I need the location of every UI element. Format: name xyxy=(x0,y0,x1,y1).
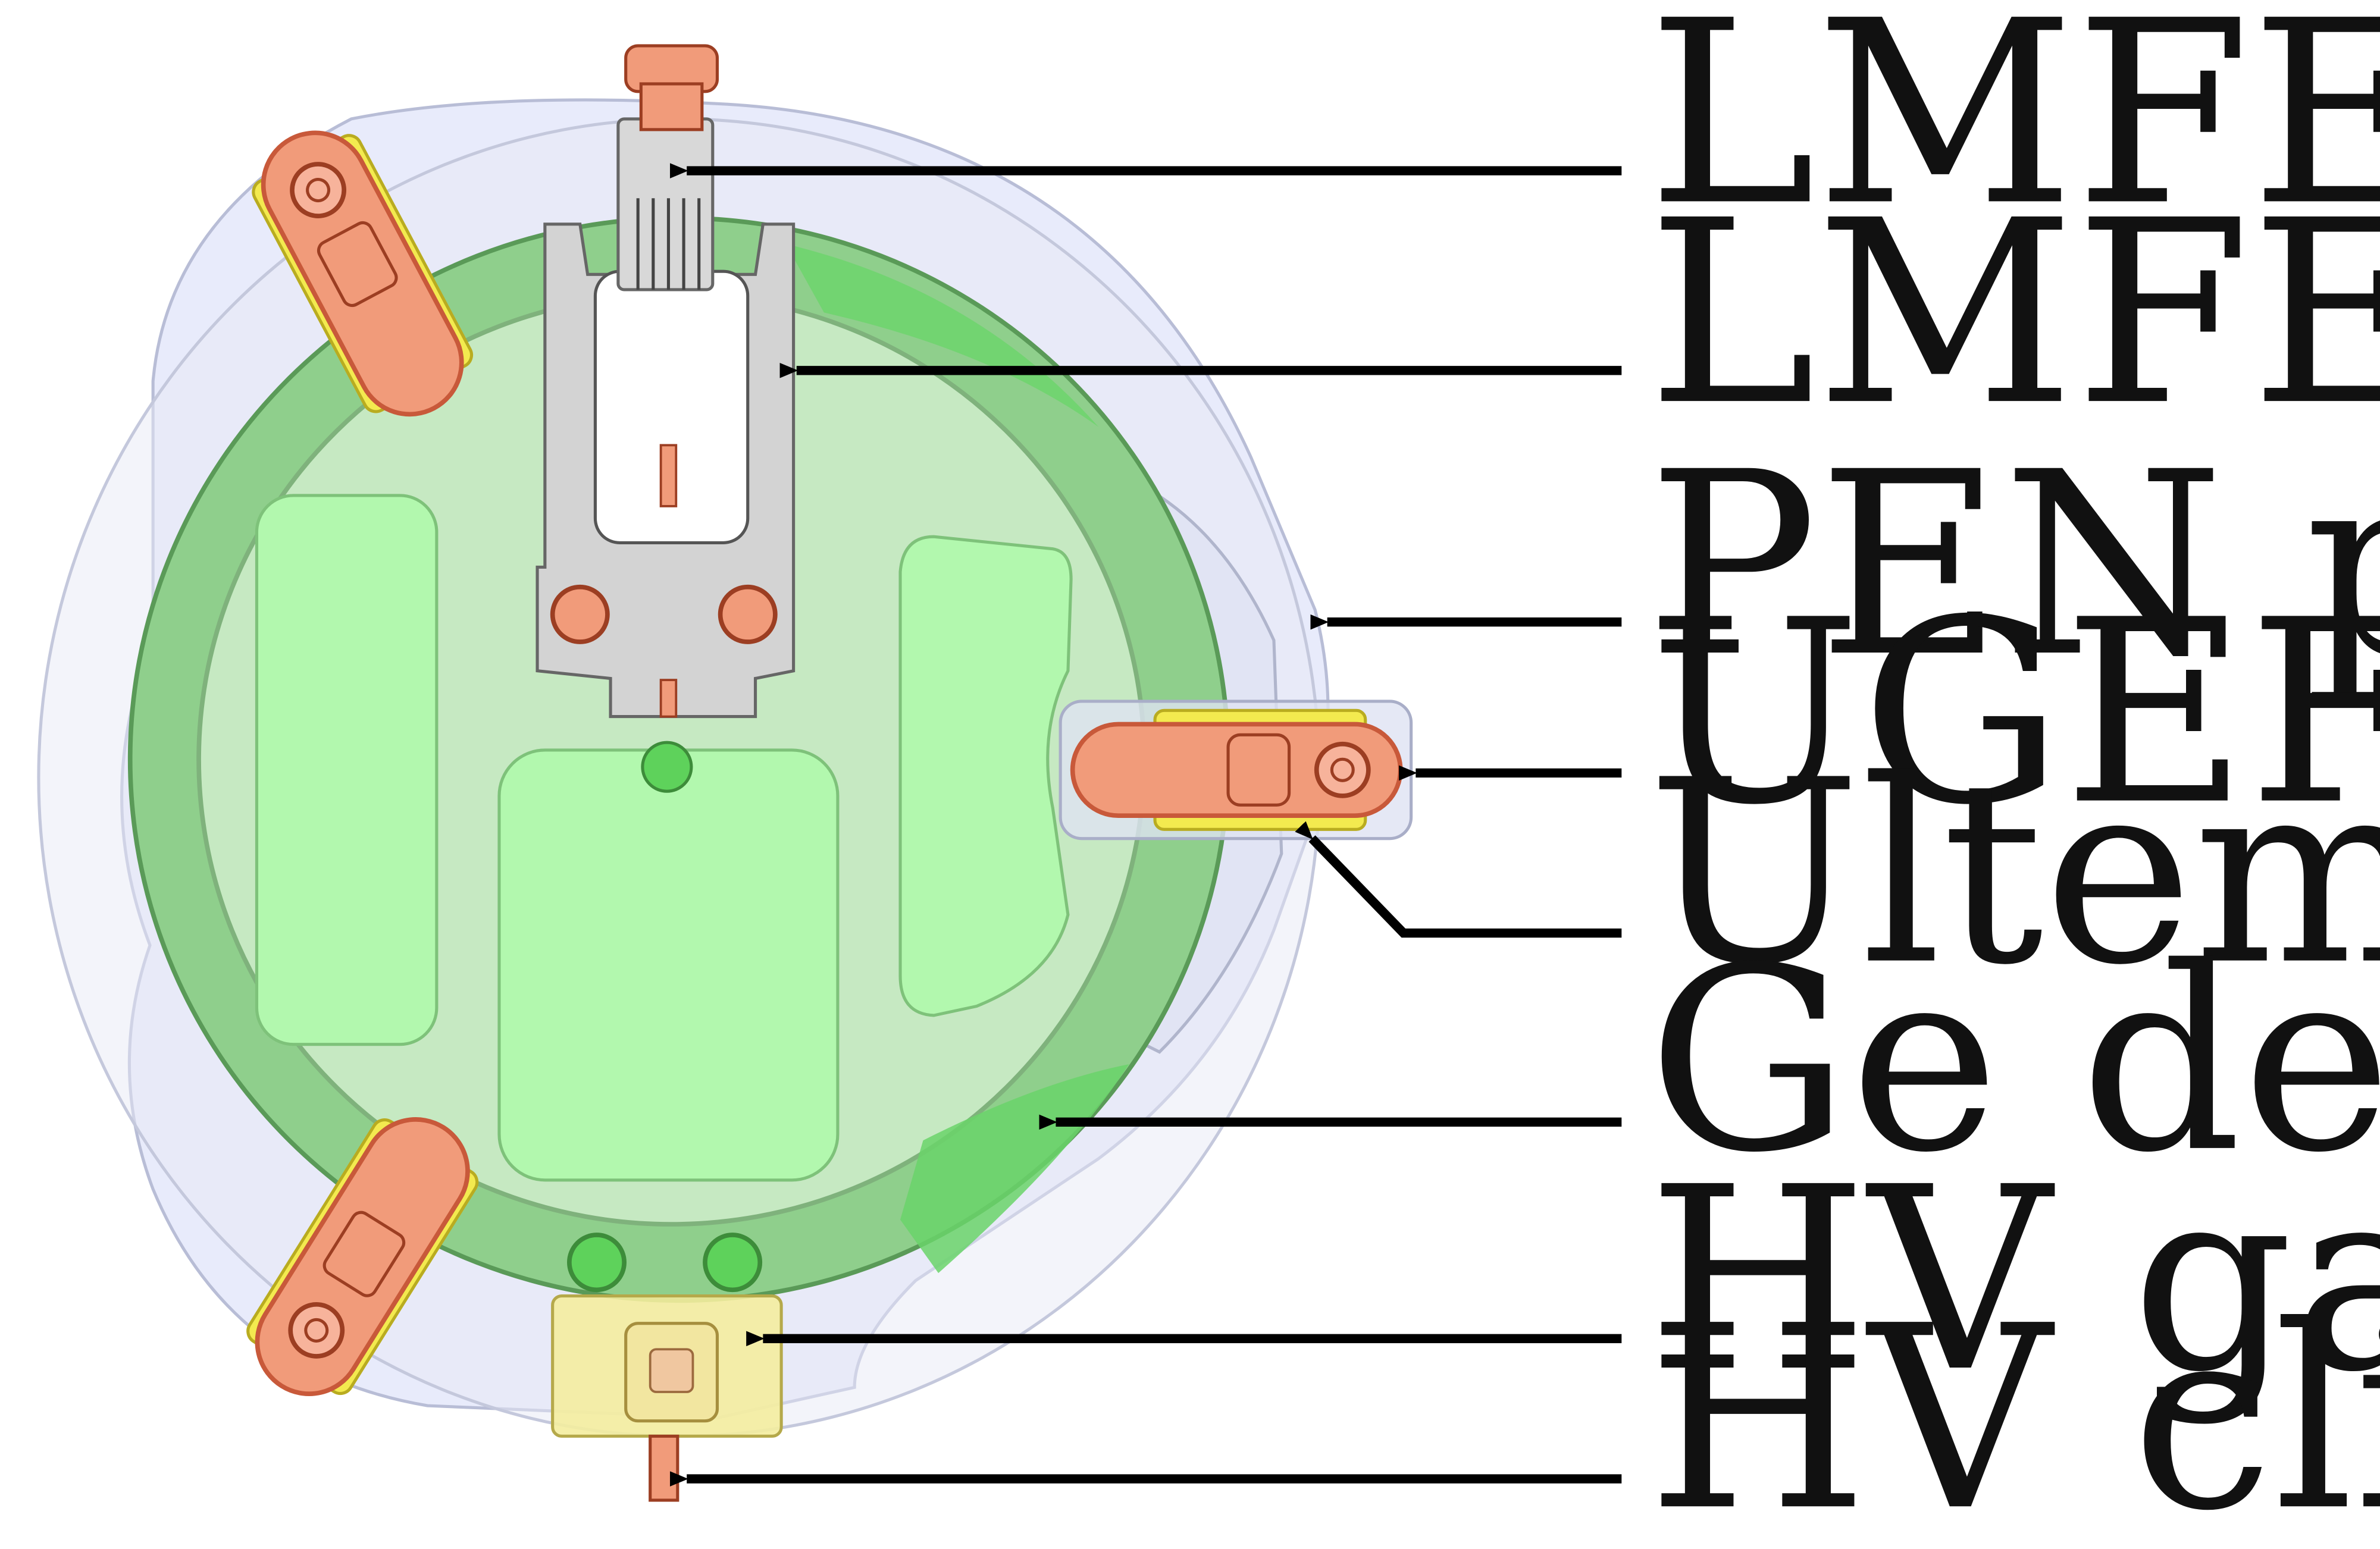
ugefcu-rod-right xyxy=(1059,700,1413,841)
ugefcu-rod-bottom-left xyxy=(246,1117,479,1396)
label-ugefcu-rod: UGEFCu rod xyxy=(1648,566,2380,861)
ugefcu-rod-clamp xyxy=(317,221,398,308)
ugefcu-rod-clamp xyxy=(1226,733,1291,807)
label-ge-detector: Ge detector xyxy=(1648,914,2380,1208)
label-pen-plate: PEN plate xyxy=(1648,418,2380,713)
ugefcu-rod-bolt xyxy=(290,162,346,218)
lmfe xyxy=(616,44,719,291)
label-lmfe: LMFE xyxy=(1648,0,2380,261)
label-ultem-insulator: Ultem insulator xyxy=(1648,726,2380,1021)
lmfe-garage xyxy=(536,222,796,719)
ge-pocket-center xyxy=(497,748,840,1182)
labels: LMFE LMFE garage PEN plate UGEFCu rod Ul… xyxy=(1648,0,2380,1549)
lmfe-connector-neck xyxy=(639,82,704,131)
hv-clip xyxy=(649,1434,679,1502)
ugefcu-rod-bolt-inner xyxy=(1330,757,1355,782)
lmfe-garage-contact-pin-bottom xyxy=(659,679,678,718)
ge-pocket-left xyxy=(255,494,439,1046)
lmfe-garage-bolt-left xyxy=(550,584,610,644)
ugefcu-rod-clamp xyxy=(322,1211,406,1297)
lmfe-garage-bolt-right xyxy=(718,584,778,644)
label-hv-garage: HV garage xyxy=(1648,1133,2380,1428)
arrows xyxy=(670,163,1622,1487)
label-lmfe-garage: LMFE garage xyxy=(1648,167,2380,461)
ugefcu-rod-bolt-inner xyxy=(306,178,331,203)
ugefcu-rod-bolt xyxy=(1314,741,1371,798)
ugefcu-rod-bolt xyxy=(288,1302,345,1359)
lmfe-traces xyxy=(636,198,701,290)
ge-detector xyxy=(127,215,1230,1303)
ge-detector-contact-dot xyxy=(641,741,693,793)
ge-detector-edge-highlight-top xyxy=(785,244,1099,427)
ugefcu-rod-top-left xyxy=(252,130,474,417)
hv-clip-body xyxy=(649,1434,679,1502)
arrow-ultem-insulator xyxy=(1295,821,1622,938)
hv-garage-contact xyxy=(649,1348,694,1393)
label-hv-clip: HV clip xyxy=(1648,1272,2380,1549)
ge-pocket-right xyxy=(898,535,1073,1017)
hv-garage xyxy=(551,1294,783,1438)
lmfe-garage-contact-pin xyxy=(659,444,678,507)
ge-detector-hole-right xyxy=(703,1233,763,1293)
ugefcu-rod-bolt-inner xyxy=(304,1318,329,1343)
ge-detector-edge-highlight xyxy=(900,1064,1129,1274)
ge-detector-hole-left xyxy=(567,1233,627,1293)
